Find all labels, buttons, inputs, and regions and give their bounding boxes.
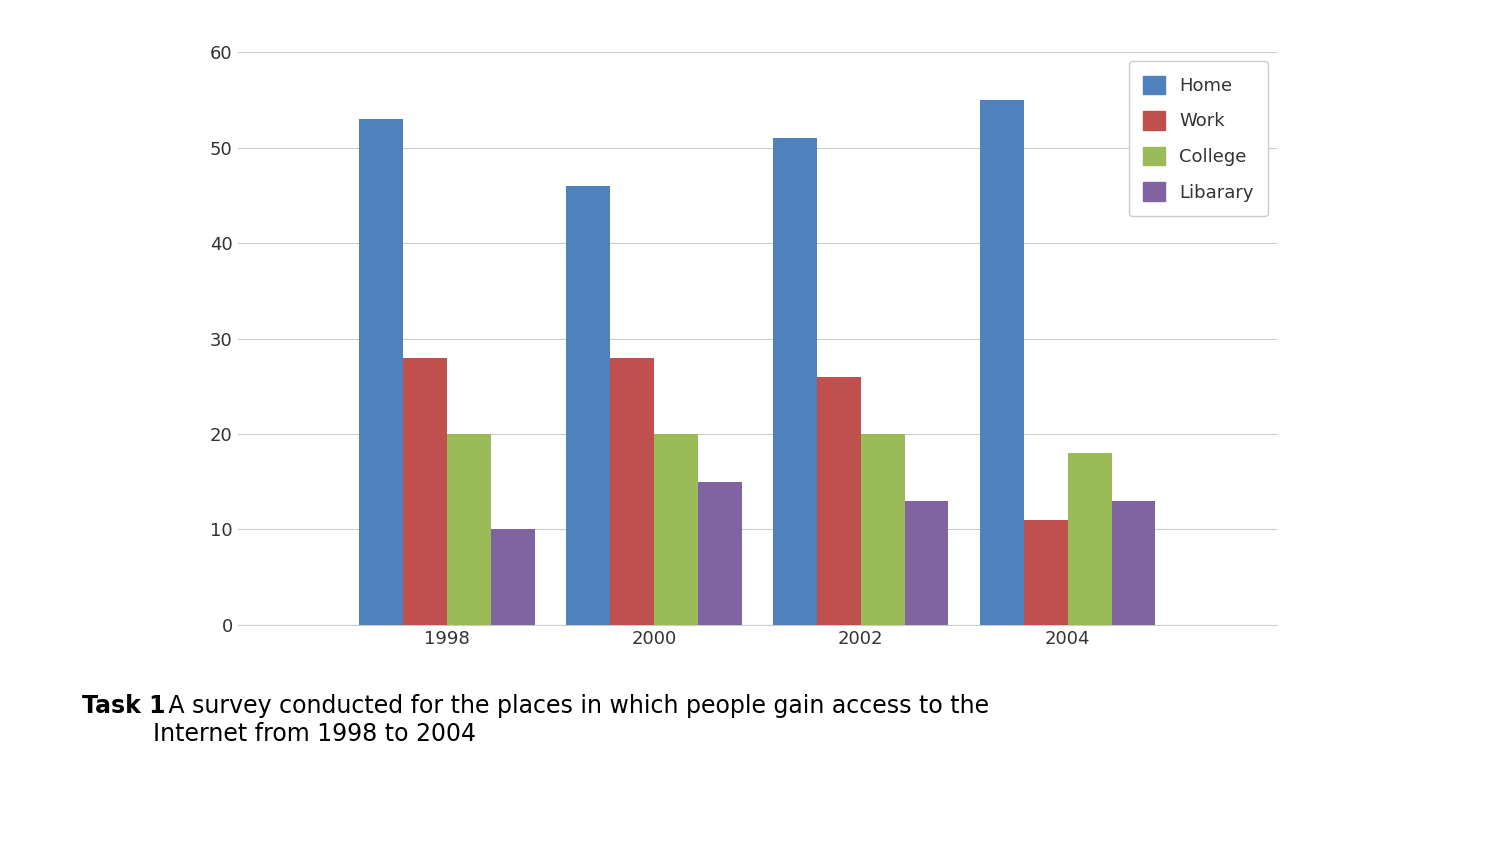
Bar [817,377,861,625]
Bar [698,482,741,625]
Bar [359,119,402,625]
Bar [904,501,949,625]
Bar [1068,453,1112,625]
Bar [653,434,698,625]
Bar [1025,520,1068,625]
Bar [447,434,490,625]
Bar [980,100,1025,625]
Bar [610,358,653,625]
Bar [861,434,904,625]
Bar [566,186,610,625]
Legend: Home, Work, College, Libarary: Home, Work, College, Libarary [1129,61,1268,216]
Bar [402,358,447,625]
Text: Task 1: Task 1 [82,694,165,719]
Text: : A survey conducted for the places in which people gain access to the
Internet : : A survey conducted for the places in w… [153,694,989,746]
Bar [774,138,817,625]
Bar [490,529,535,625]
Bar [1112,501,1155,625]
